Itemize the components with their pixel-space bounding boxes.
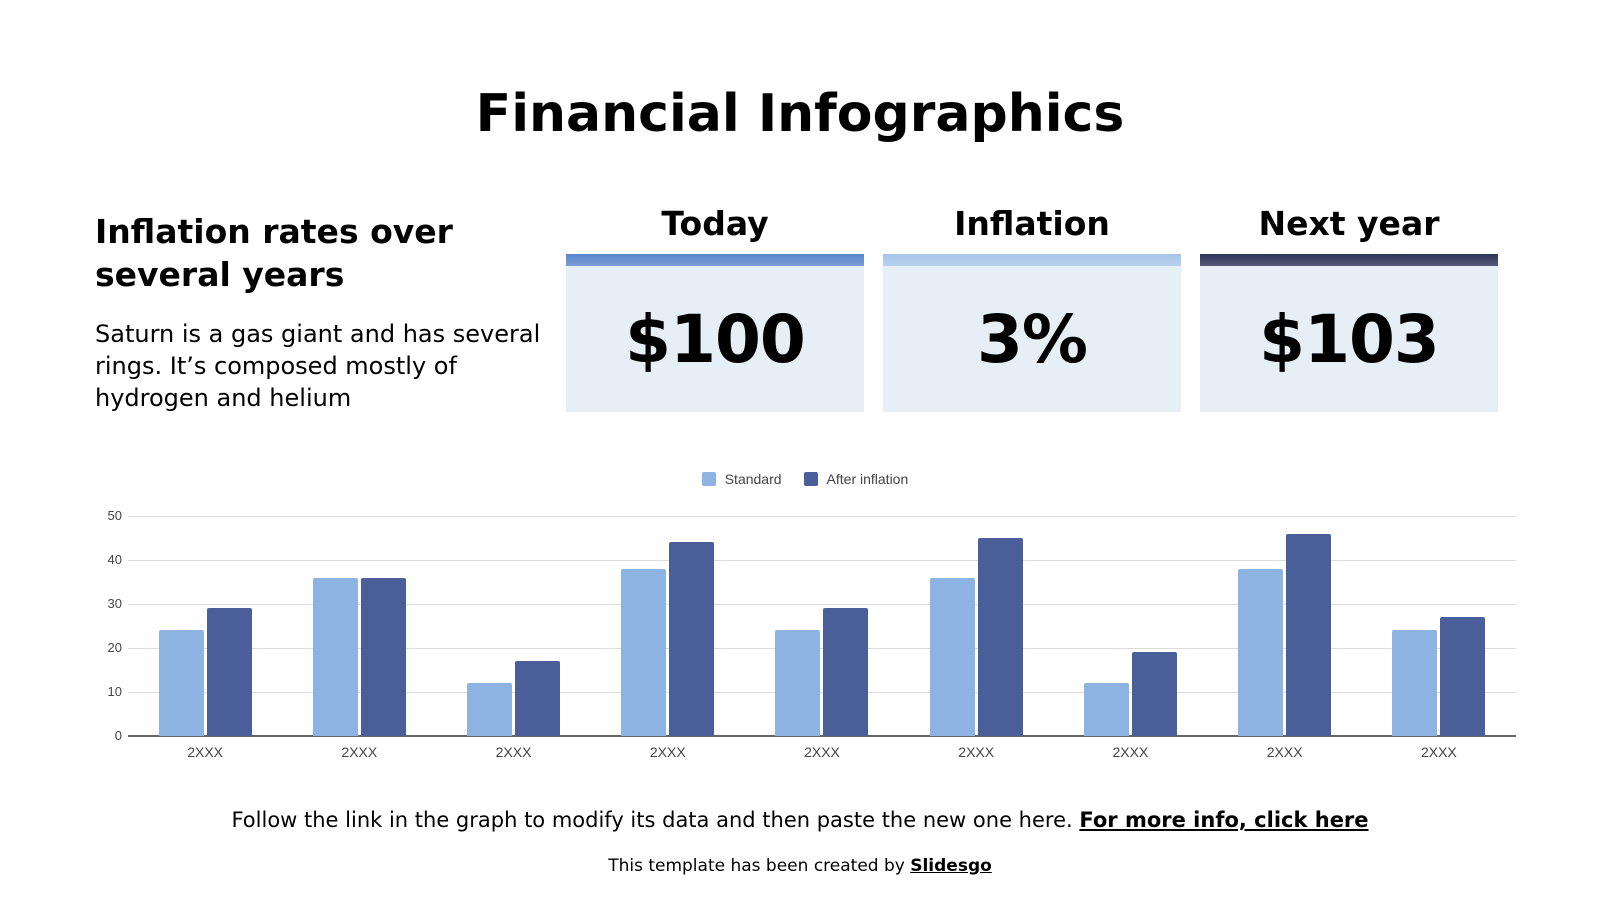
bar-after-inflation[interactable]: [823, 608, 869, 736]
card-inflation: Inflation 3%: [883, 200, 1181, 412]
bar-group: 2XXX: [282, 511, 436, 760]
y-tick-label: 20: [107, 640, 122, 655]
bar-group: 2XXX: [128, 511, 282, 760]
credit-text: This template has been created by: [608, 856, 905, 876]
bar-after-inflation[interactable]: [1440, 617, 1486, 736]
card-accent-bar: [566, 254, 864, 266]
card-next-year: Next year $103: [1200, 200, 1498, 412]
card-today: Today $100: [566, 200, 864, 412]
y-tick-label: 30: [107, 596, 122, 611]
section-heading: Inflation rates over several years: [95, 212, 453, 294]
x-tick-label: 2XXX: [1112, 744, 1149, 760]
bar-group: 2XXX: [591, 511, 745, 760]
card-label: Inflation: [954, 204, 1110, 243]
bar-standard[interactable]: [1238, 568, 1284, 736]
legend-item-standard: Standard: [701, 471, 782, 487]
bar-group: 2XXX: [1053, 511, 1207, 760]
card-label: Next year: [1258, 204, 1440, 243]
gridline: [128, 516, 1516, 517]
card-value: $100: [566, 266, 864, 412]
gridline: [128, 648, 1516, 649]
footer-note-text: Follow the link in the graph to modify i…: [231, 808, 1073, 832]
y-tick-label: 0: [114, 728, 122, 743]
x-tick-label: 2XXX: [1420, 744, 1457, 760]
card-value: $103: [1200, 266, 1498, 412]
bar-standard[interactable]: [158, 630, 204, 736]
x-tick-label: 2XXX: [649, 744, 686, 760]
x-tick-label: 2XXX: [341, 744, 378, 760]
legend-swatch: [803, 472, 818, 486]
gridline: [128, 560, 1516, 561]
bar-standard[interactable]: [467, 683, 513, 736]
bar-after-inflation[interactable]: [977, 538, 1023, 736]
chart-legend: Standard After inflation: [90, 471, 1520, 487]
slidesgo-link[interactable]: Slidesgo: [910, 856, 992, 876]
bar-after-inflation[interactable]: [669, 542, 715, 736]
bar-group: 2XXX: [1362, 511, 1516, 760]
bar-standard[interactable]: [775, 630, 821, 736]
bar-after-inflation[interactable]: [1286, 533, 1332, 736]
bar-group: 2XXX: [436, 511, 590, 760]
bar-after-inflation[interactable]: [360, 577, 406, 736]
legend-label: Standard: [724, 471, 782, 487]
y-tick-label: 10: [107, 684, 122, 699]
card-accent-bar: [1200, 254, 1498, 266]
bar-chart[interactable]: Standard After inflation 0 10 20 30 40 50 2XXX…: [90, 460, 1520, 760]
legend-label: After inflation: [826, 471, 909, 487]
y-tick-label: 40: [107, 552, 122, 567]
bar-after-inflation[interactable]: [1131, 652, 1177, 736]
bar-group: 2XXX: [899, 511, 1053, 760]
card-value: 3%: [883, 266, 1181, 412]
x-tick-label: 2XXX: [804, 744, 840, 760]
bar-group: 2XXX: [745, 511, 899, 760]
bar-group: 2XXX: [1208, 511, 1362, 760]
footer-note: Follow the link in the graph to modify i…: [0, 808, 1600, 832]
section-description: Saturn is a gas giant and has several ri…: [95, 320, 541, 412]
bar-standard[interactable]: [929, 577, 975, 736]
card-label: Today: [661, 204, 769, 243]
x-tick-label: 2XXX: [495, 744, 532, 760]
more-info-link[interactable]: For more info, click here: [1079, 808, 1369, 832]
plot-area: 0 10 20 30 40 50 2XXX 2XXX 2XXX 2XXX 2XXX 2XXX 2XXX 2…: [108, 508, 1516, 760]
card-accent-bar: [883, 254, 1181, 266]
credit-line: This template has been created by Slides…: [0, 856, 1600, 876]
gridline: [128, 604, 1516, 605]
gridline: [128, 692, 1516, 693]
page-title: Financial Infographics: [475, 84, 1125, 144]
legend-swatch: [701, 472, 716, 486]
bar-standard[interactable]: [312, 577, 358, 736]
bar-standard[interactable]: [621, 568, 667, 736]
bar-after-inflation[interactable]: [206, 608, 252, 736]
legend-item-after-inflation: After inflation: [803, 471, 909, 487]
x-axis-line: [128, 735, 1516, 737]
bar-standard[interactable]: [1083, 683, 1129, 736]
x-tick-label: 2XXX: [958, 744, 995, 760]
x-tick-label: 2XXX: [187, 744, 224, 760]
bar-standard[interactable]: [1392, 630, 1438, 736]
y-tick-label: 50: [107, 508, 122, 523]
bar-after-inflation[interactable]: [515, 661, 561, 736]
x-tick-label: 2XXX: [1266, 744, 1303, 760]
